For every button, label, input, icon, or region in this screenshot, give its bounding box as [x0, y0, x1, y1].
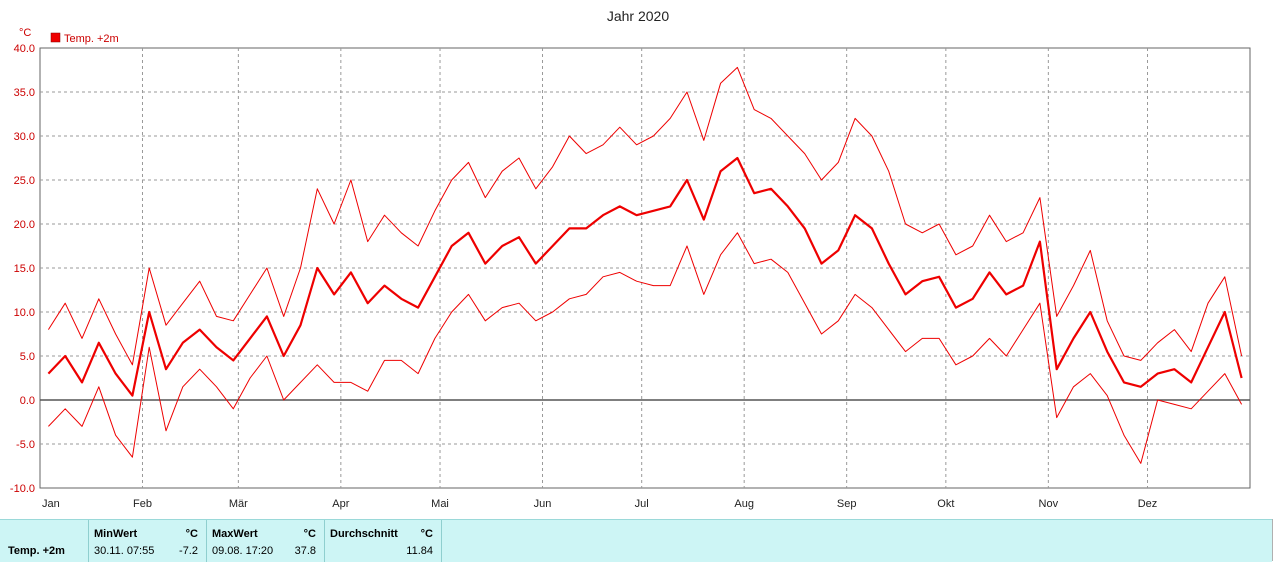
y-tick-label: 0.0 — [20, 395, 35, 407]
x-tick-label: Feb — [133, 498, 152, 510]
chart-svg: Jahr 2020 °C Temp. +2m 40.0 35.0 30.0 25.0 20.0… — [10, 8, 1251, 510]
min-header: MinWert — [94, 528, 138, 540]
x-tick-label: Jun — [534, 498, 552, 510]
min-value: -7.2 — [179, 545, 198, 557]
x-tick-label: Dez — [1138, 498, 1158, 510]
y-tick-label: 25.0 — [14, 175, 35, 187]
y-tick-label: 40.0 — [14, 43, 35, 55]
y-tick-label: 20.0 — [14, 219, 35, 231]
y-tick-label: -10.0 — [10, 483, 35, 495]
x-tick-label: Sep — [837, 498, 857, 510]
chart-title: Jahr 2020 — [607, 8, 669, 24]
x-tick-label: Mai — [431, 498, 449, 510]
x-tick-label: Mär — [229, 498, 248, 510]
series-min-line — [48, 232, 1243, 464]
sensor-cell: Temp. +2m — [0, 520, 89, 562]
x-tick-label: Jan — [42, 498, 60, 510]
y-tick-label: 15.0 — [14, 263, 35, 275]
x-tick-label: Jul — [635, 498, 649, 510]
x-tick-label: Okt — [937, 498, 954, 510]
avg-cell: Durchschnitt °C 11.84 — [325, 520, 442, 562]
max-header: MaxWert — [212, 528, 258, 540]
y-tick-label: -5.0 — [16, 439, 35, 451]
max-time: 09.08. 17:20 — [212, 545, 274, 557]
temperature-chart: Jahr 2020 °C Temp. +2m 40.0 35.0 30.0 25.0 20.0… — [10, 8, 1251, 510]
avg-value: 11.84 — [406, 545, 433, 557]
x-tick-label: Apr — [332, 498, 349, 510]
series-mean-line — [47, 156, 1243, 397]
min-unit: °C — [185, 528, 198, 540]
legend-swatch — [50, 32, 61, 43]
sensor-label: Temp. +2m — [8, 545, 65, 557]
window-edge — [1272, 519, 1280, 561]
x-tick-label: Nov — [1039, 498, 1059, 510]
min-time: 30.11. 07:55 — [94, 545, 155, 557]
max-unit: °C — [303, 528, 316, 540]
y-tick-label: 5.0 — [20, 351, 35, 363]
min-cell: MinWert °C 30.11. 07:55 -7.2 — [89, 520, 207, 562]
avg-header: Durchschnitt — [330, 528, 398, 540]
x-tick-label: Aug — [734, 498, 754, 510]
avg-unit: °C — [420, 528, 433, 540]
max-cell: MaxWert °C 09.08. 17:20 37.8 — [207, 520, 325, 562]
y-unit-label: °C — [19, 27, 31, 39]
y-tick-label: 30.0 — [14, 131, 35, 143]
max-value: 37.8 — [294, 545, 316, 557]
statistics-bar: Temp. +2m MinWert °C 30.11. 07:55 -7.2 M… — [0, 519, 1272, 562]
y-tick-label: 10.0 — [14, 307, 35, 319]
series-max-line — [47, 66, 1243, 366]
y-tick-label: 35.0 — [14, 87, 35, 99]
legend-label: Temp. +2m — [64, 33, 119, 45]
